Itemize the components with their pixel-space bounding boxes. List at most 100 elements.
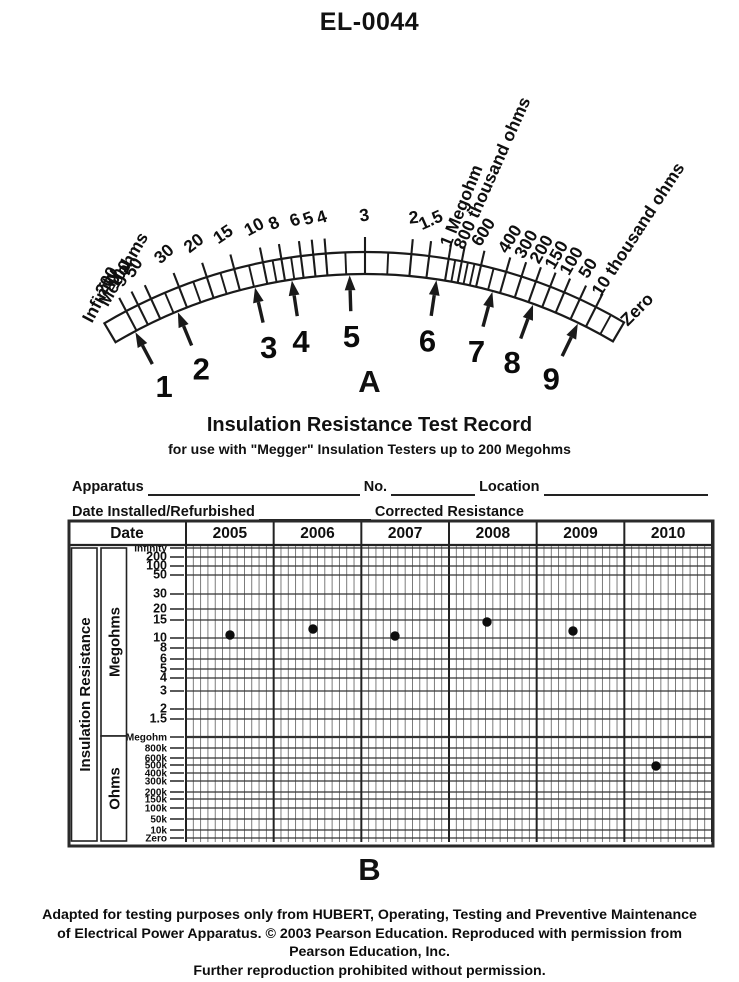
data-point-2010 — [651, 761, 661, 771]
caption-line: Adapted for testing purposes only from H… — [42, 907, 697, 923]
record-subtitle: for use with "Megger" Insulation Testers… — [168, 441, 571, 457]
pointer-arrowhead-7 — [483, 291, 494, 308]
apparatus-label: Apparatus — [72, 479, 144, 495]
scale-value-label: 1 Megohm — [118, 733, 168, 744]
year-header-2005: 2005 — [213, 525, 248, 542]
scale-value-label: 50k — [150, 815, 167, 826]
pointer-number-5: 5 — [343, 319, 360, 354]
pointer-arrow-shaft-4 — [292, 295, 299, 317]
meter-major-tick — [258, 247, 269, 285]
pointer-arrowhead-5 — [344, 275, 356, 291]
meter-minor-tick — [248, 265, 255, 287]
pointer-arrowhead-3 — [253, 287, 264, 304]
insulation-resistance-axis-label: Insulation Resistance — [77, 617, 94, 771]
meter-major-tick — [143, 284, 162, 320]
meter-major-tick — [527, 266, 542, 303]
scale-value-label: 2 — [160, 702, 167, 716]
meter-major-tick — [513, 261, 528, 298]
data-point-2006 — [308, 624, 318, 634]
meter-major-tick — [475, 250, 486, 287]
pointer-arrowhead-9 — [566, 323, 578, 340]
scale-value-label: 1.5 — [150, 712, 167, 726]
year-header-2008: 2008 — [476, 525, 511, 542]
corrected-resistance-label: Corrected Resistance — [374, 504, 524, 520]
scale-value-label: 10 — [153, 631, 167, 645]
year-header-2007: 2007 — [388, 525, 422, 542]
meter-minor-tick — [271, 260, 278, 283]
section-b-label: B — [358, 852, 381, 887]
pointer-number-7: 7 — [468, 334, 485, 369]
scale-value-label: 100k — [145, 804, 168, 815]
meter-major-tick — [323, 238, 329, 276]
meter-major-tick — [172, 272, 188, 308]
scale-value-label: 150k — [145, 795, 168, 806]
table-outer-border — [67, 519, 715, 848]
meter-minor-tick — [219, 272, 228, 295]
meter-major-tick — [408, 239, 414, 277]
pointer-number-2: 2 — [193, 352, 210, 387]
meter-major-tick — [584, 293, 604, 328]
data-point-2009 — [568, 626, 578, 636]
pointer-arrow-shaft-8 — [519, 318, 530, 340]
pointer-number-1: 1 — [155, 369, 172, 404]
pointer-arrowhead-6 — [428, 280, 440, 296]
scale-value-label: 10k — [150, 826, 167, 837]
ohms-axis-box — [100, 735, 128, 842]
meter-major-tick — [443, 243, 453, 281]
meter-minor-tick — [462, 262, 469, 285]
meter-major-tick — [118, 297, 138, 332]
meter-minor-tick — [468, 263, 476, 286]
scale-value-label: Zero — [145, 834, 167, 845]
no-blank-line[interactable] — [391, 481, 476, 496]
copyright-caption: Adapted for testing purposes only from H… — [10, 906, 729, 980]
scale-value-label: 50 — [153, 568, 167, 582]
meter-scale-label: 2 — [408, 207, 420, 228]
pointer-number-4: 4 — [292, 324, 310, 359]
form-row-apparatus: Apparatus No. Location — [72, 479, 712, 496]
meter-major-tick — [554, 278, 572, 314]
meter-major-tick — [425, 241, 433, 278]
pointer-arrow-shaft-2 — [182, 325, 194, 347]
apparatus-blank-line[interactable] — [147, 481, 360, 496]
scale-value-label: 6 — [160, 652, 167, 666]
scale-value-label: 15 — [153, 613, 167, 627]
scale-value-label: 30 — [153, 587, 167, 601]
scale-value-label: 200k — [145, 788, 168, 799]
pointer-number-6: 6 — [419, 324, 436, 359]
pointer-arrow-shaft-7 — [481, 305, 491, 328]
scale-value-label: 20 — [153, 602, 167, 616]
data-point-2007 — [390, 631, 400, 641]
pointer-arrow-shaft-9 — [560, 336, 573, 357]
meter-scale-label: 3 — [358, 204, 371, 225]
meter-major-tick — [569, 285, 588, 320]
date-installed-label: Date Installed/Refurbished — [72, 504, 255, 520]
caption-line: Pearson Education, Inc. — [289, 944, 450, 960]
meter-minor-tick — [344, 252, 348, 275]
meter-major-tick — [297, 241, 305, 278]
meter-major-tick — [229, 254, 241, 291]
scale-value-label: 100 — [146, 559, 167, 573]
pointer-arrowhead-2 — [177, 312, 189, 329]
meter-major-tick — [499, 257, 512, 294]
meter-major-tick — [310, 239, 317, 277]
figure-id-title: EL-0044 — [319, 8, 420, 36]
scale-value-label: 8 — [160, 641, 167, 655]
pointer-arrow-shaft-5 — [348, 290, 353, 312]
year-header-2006: 2006 — [300, 525, 335, 542]
location-blank-line[interactable] — [543, 481, 708, 496]
record-title: Insulation Resistance Test Record — [206, 414, 533, 436]
meter-minor-tick — [450, 259, 457, 282]
caption-line: Further reproduction prohibited without … — [193, 962, 546, 979]
pointer-number-8: 8 — [503, 345, 520, 380]
meter-minor-tick — [290, 257, 296, 280]
location-label: Location — [479, 479, 540, 495]
scale-value-label: 3 — [160, 684, 167, 698]
data-point-2008 — [482, 617, 492, 627]
pointer-arrow-shaft-1 — [140, 344, 154, 365]
scale-value-label: 300k — [145, 777, 168, 788]
scale-value-label: 200 — [146, 550, 167, 564]
meter-minor-tick — [599, 314, 612, 335]
meter-minor-tick — [164, 292, 175, 314]
